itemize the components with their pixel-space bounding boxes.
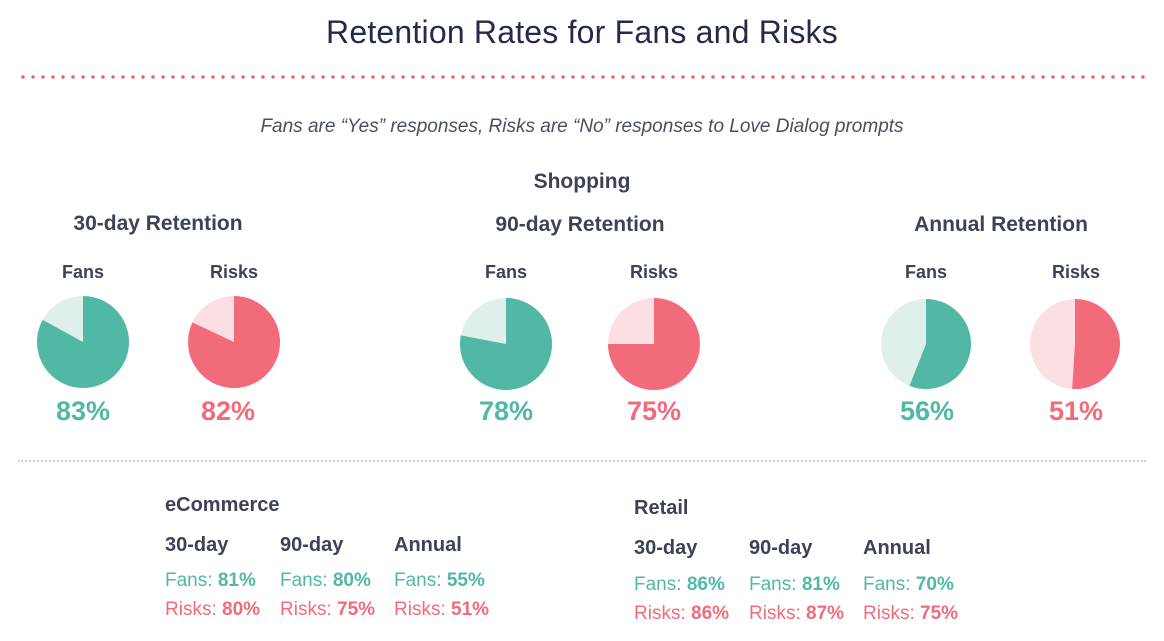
stat-label: Fans: bbox=[394, 570, 442, 591]
retail-fans-30day: Fans: 86% bbox=[634, 574, 725, 596]
stat-value: 51% bbox=[451, 599, 490, 620]
ecommerce-fans-30day: Fans: 81% bbox=[165, 570, 256, 592]
fans-pct-90day: 78% bbox=[478, 396, 534, 426]
fans-value-slice bbox=[909, 299, 971, 389]
stat-label: Risks: bbox=[863, 603, 915, 624]
stat-label: Risks: bbox=[634, 603, 686, 624]
risks-label-90day: Risks bbox=[629, 262, 679, 282]
stat-label: Fans: bbox=[634, 574, 682, 595]
subtitle: Fans are “Yes” responses, Risks are “No”… bbox=[260, 116, 904, 137]
stat-label: Fans: bbox=[165, 570, 213, 591]
category-title-retail: Retail bbox=[634, 497, 689, 519]
risks-label-annual: Risks bbox=[1051, 262, 1101, 282]
retail-risks-90day: Risks: 87% bbox=[749, 603, 844, 625]
retail-fans-90day: Fans: 81% bbox=[749, 574, 840, 596]
stat-value: 75% bbox=[920, 603, 959, 624]
stat-value: 80% bbox=[332, 570, 371, 591]
fans-label-30day: Fans bbox=[61, 262, 104, 282]
category-title-ecommerce: eCommerce bbox=[165, 494, 280, 516]
pie-risks-90day bbox=[608, 298, 700, 390]
risks-pct-90day: 75% bbox=[626, 396, 682, 426]
ecommerce-risks-90day: Risks: 75% bbox=[280, 599, 375, 621]
stat-value: 55% bbox=[446, 570, 485, 591]
fans-pct-annual: 56% bbox=[899, 396, 955, 426]
retail-risks-annual: Risks: 75% bbox=[863, 603, 958, 625]
dotted-divider-middle bbox=[18, 460, 1146, 462]
pie-risks-annual bbox=[1030, 299, 1120, 389]
stat-value: 75% bbox=[337, 599, 376, 620]
ecommerce-head-30day: 30-day bbox=[165, 534, 229, 556]
stat-value: 87% bbox=[806, 603, 845, 624]
stat-label: Fans: bbox=[749, 574, 797, 595]
risks-pct-annual: 51% bbox=[1048, 396, 1104, 426]
retention-title-30day: 30-day Retention bbox=[73, 212, 243, 235]
section-title-shopping: Shopping bbox=[533, 170, 631, 193]
fans-label-annual: Fans bbox=[904, 262, 947, 282]
page-title: Retention Rates for Fans and Risks bbox=[326, 14, 838, 50]
stat-value: 86% bbox=[691, 603, 730, 624]
risks-value-slice bbox=[188, 296, 280, 388]
stat-value: 81% bbox=[801, 574, 840, 595]
fans-value-slice bbox=[460, 298, 552, 390]
stat-label: Risks: bbox=[280, 599, 332, 620]
stat-label: Risks: bbox=[165, 599, 217, 620]
fans-value-slice bbox=[37, 296, 130, 388]
pie-fans-30day bbox=[37, 296, 130, 388]
stat-value: 86% bbox=[686, 574, 725, 595]
stat-value: 70% bbox=[915, 574, 954, 595]
retail-head-annual: Annual bbox=[863, 537, 931, 559]
stat-label: Risks: bbox=[394, 599, 446, 620]
risks-label-30day: Risks bbox=[209, 262, 259, 282]
retail-head-30day: 30-day bbox=[634, 537, 698, 559]
stat-label: Risks: bbox=[749, 603, 801, 624]
ecommerce-risks-30day: Risks: 80% bbox=[165, 599, 260, 621]
stat-value: 81% bbox=[217, 570, 256, 591]
pie-fans-90day bbox=[460, 298, 552, 390]
stat-value: 80% bbox=[222, 599, 261, 620]
stat-label: Fans: bbox=[280, 570, 328, 591]
fans-pct-30day: 83% bbox=[55, 396, 111, 426]
retention-title-90day: 90-day Retention bbox=[495, 213, 665, 236]
pie-fans-annual bbox=[881, 299, 971, 389]
fans-label-90day: Fans bbox=[484, 262, 527, 282]
retention-title-annual: Annual Retention bbox=[914, 213, 1088, 236]
retail-fans-annual: Fans: 70% bbox=[863, 574, 954, 596]
dotted-divider-top bbox=[18, 75, 1146, 79]
retail-risks-30day: Risks: 86% bbox=[634, 603, 729, 625]
ecommerce-head-90day: 90-day bbox=[280, 534, 344, 556]
ecommerce-fans-annual: Fans: 55% bbox=[394, 570, 485, 592]
risks-value-slice bbox=[608, 298, 700, 390]
pie-risks-30day bbox=[188, 296, 280, 388]
stat-label: Fans: bbox=[863, 574, 911, 595]
ecommerce-head-annual: Annual bbox=[394, 534, 462, 556]
retail-head-90day: 90-day bbox=[749, 537, 813, 559]
ecommerce-fans-90day: Fans: 80% bbox=[280, 570, 371, 592]
ecommerce-risks-annual: Risks: 51% bbox=[394, 599, 489, 621]
risks-value-slice bbox=[1072, 299, 1120, 389]
risks-pct-30day: 82% bbox=[200, 396, 256, 426]
